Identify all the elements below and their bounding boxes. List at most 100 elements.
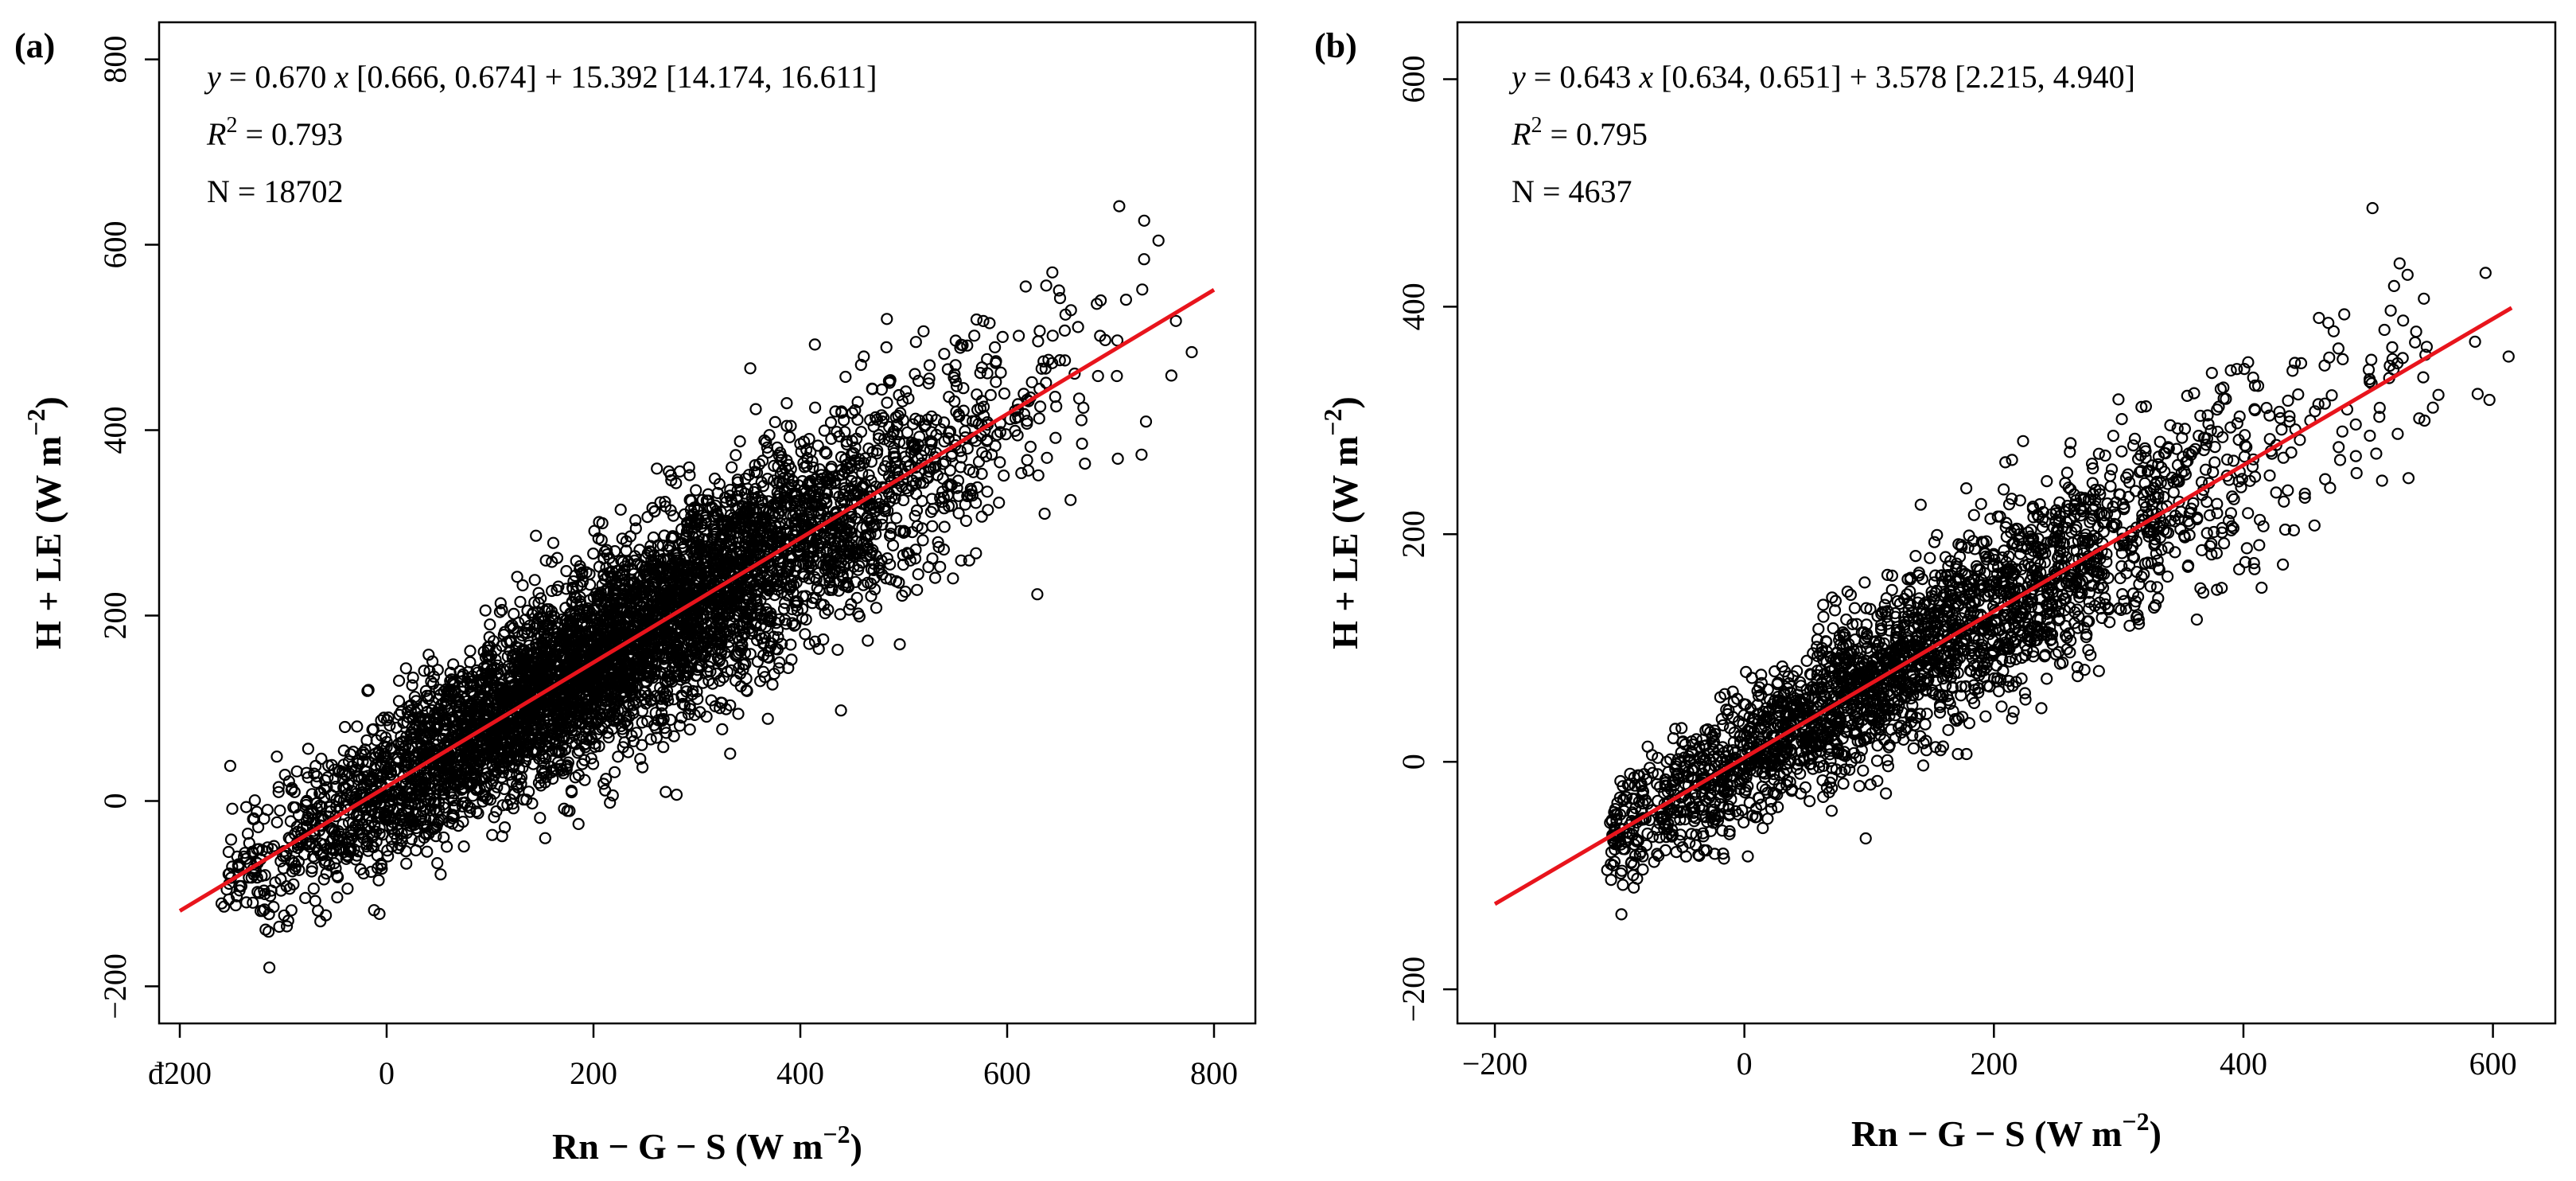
data-point [484,618,496,631]
data-point [926,552,939,565]
data-point [274,804,286,817]
data-point [490,805,503,818]
data-point [299,891,312,905]
data-point [400,857,413,870]
data-point [988,341,1002,353]
data-point [617,741,629,754]
data-point [1058,354,1072,367]
data-point [383,719,396,732]
data-point [1012,329,1025,342]
data-point [839,370,852,384]
data-point [534,812,547,824]
data-point [486,828,499,841]
data-point [285,904,298,917]
data-point [783,431,796,444]
data-point [998,469,1010,482]
data-point [493,606,507,618]
data-point [880,341,893,353]
data-point [1040,376,1053,389]
data-point [663,713,677,727]
data-point [732,707,745,720]
data-point [909,336,922,349]
data-point [916,534,929,547]
data-point [273,920,286,933]
data-point [636,716,648,729]
data-point [923,359,936,372]
data-point [996,330,1009,343]
data-point [846,407,859,419]
data-point [970,313,983,326]
data-point [614,503,627,516]
data-point [799,628,811,641]
data-point [270,816,283,828]
data-point [457,840,470,853]
data-point [957,382,970,395]
data-point [789,618,802,631]
panel-label: (a) [14,26,55,65]
data-point [479,604,492,617]
data-point [572,817,585,831]
data-point [901,426,914,439]
data-point [670,788,683,801]
data-point [657,741,670,754]
data-point [1021,454,1033,466]
data-point [934,560,947,573]
data-point [772,662,785,675]
data-point [911,583,924,596]
data-point [1185,345,1198,359]
data-point [819,606,831,620]
data-point [932,536,944,548]
data-point [263,926,275,938]
data-point [835,704,847,717]
data-point [808,338,821,351]
data-point [1072,321,1084,333]
data-point [1019,280,1032,293]
data-point [530,529,543,542]
data-point [366,723,379,736]
data-point [902,392,915,405]
data-point [812,642,825,655]
data-point [1015,466,1028,480]
data-point [917,325,930,337]
data-point [824,416,838,429]
data-point [938,520,951,533]
data-point [744,362,757,375]
data-point [224,833,238,846]
data-point [218,900,231,913]
data-point [924,443,936,457]
data-point [392,695,406,707]
data-point [434,868,447,881]
data-point [761,712,774,725]
data-point [1032,469,1045,481]
data-point [1076,437,1088,450]
data-point [551,583,563,597]
scatter-points [215,200,1198,974]
data-point [1046,329,1059,342]
data-point [226,802,239,815]
data-point [494,597,507,610]
data-point [898,450,912,463]
data-point [991,428,1004,442]
data-point [881,313,893,325]
data-point [856,521,869,534]
data-point [749,403,762,415]
data-point [1033,412,1045,425]
data-point [1021,464,1035,477]
data-point [972,455,986,468]
data-point [608,766,621,778]
data-point [612,750,625,763]
data-point [993,496,1006,509]
data-point [890,512,903,524]
data-point [545,584,558,598]
data-point [968,329,981,342]
data-point [516,579,529,592]
data-point [233,884,246,897]
data-point [1094,294,1107,307]
data-point [329,862,342,875]
data-point [321,771,334,784]
data-point [238,850,251,863]
data-point [883,376,896,389]
data-point [309,895,321,907]
data-point [947,572,959,585]
data-point [239,801,253,813]
